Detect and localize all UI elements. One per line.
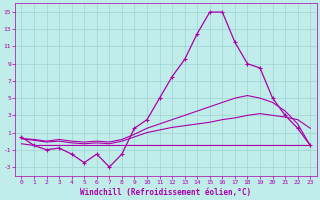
X-axis label: Windchill (Refroidissement éolien,°C): Windchill (Refroidissement éolien,°C) (80, 188, 252, 197)
